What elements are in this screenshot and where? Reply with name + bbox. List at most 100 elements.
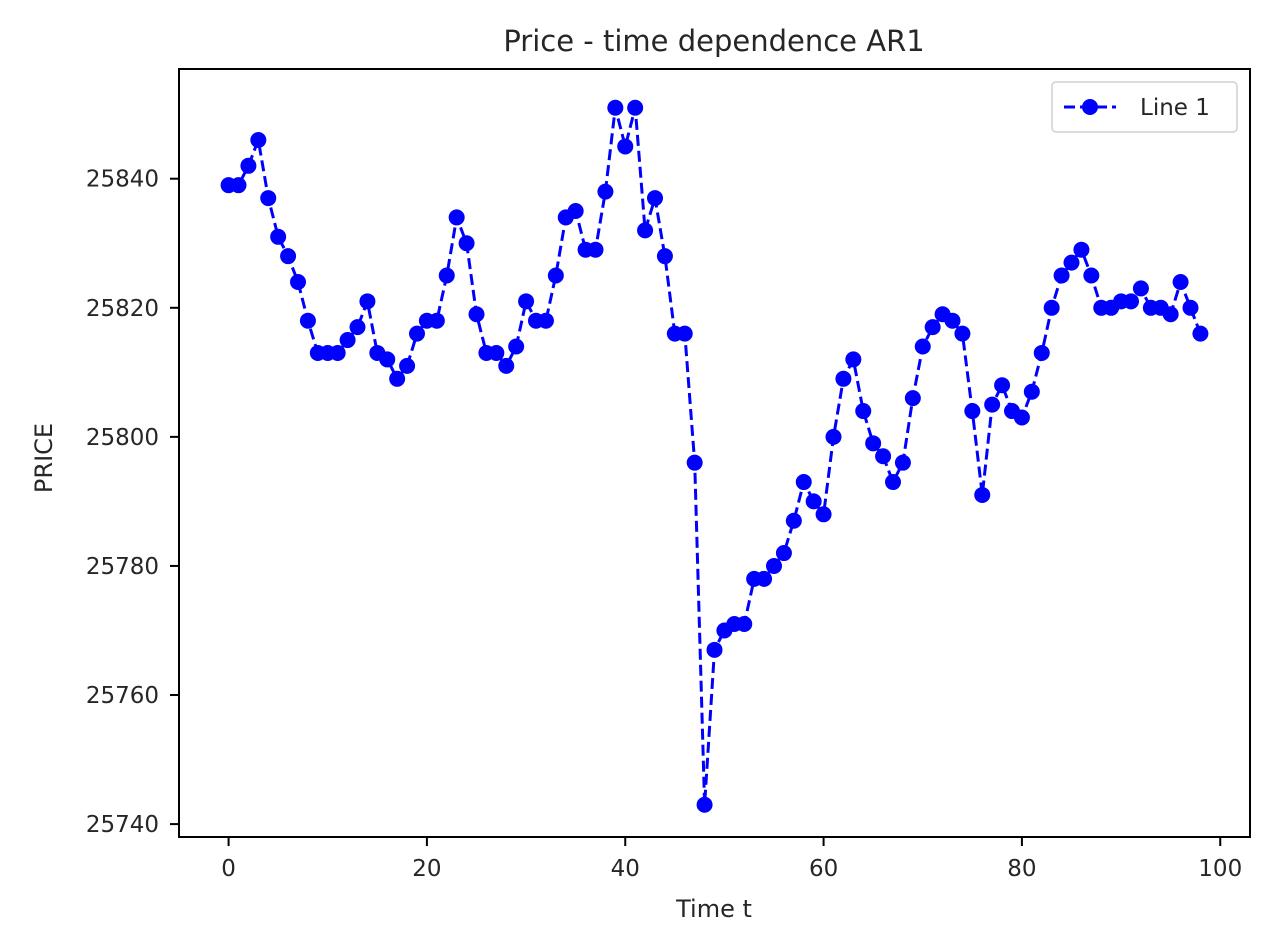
data-point [1073, 241, 1090, 258]
data-point [329, 344, 346, 361]
data-point [795, 474, 812, 491]
y-tick-label: 25800 [86, 425, 159, 451]
legend-label: Line 1 [1140, 95, 1210, 121]
y-axis-label: PRICE [30, 423, 58, 493]
data-point [954, 325, 971, 342]
data-point [686, 454, 703, 471]
legend-marker [1082, 99, 1098, 115]
legend-box [1051, 81, 1238, 133]
y-tick-label: 25820 [86, 296, 159, 322]
x-tick-label: 40 [611, 856, 640, 882]
chart-title: Price - time dependence AR1 [503, 24, 924, 58]
data-point [1013, 409, 1030, 426]
data-point [1033, 344, 1050, 361]
y-tick-label: 25740 [86, 812, 159, 838]
data-point [498, 357, 515, 374]
data-point [280, 248, 297, 265]
data-point [656, 248, 673, 265]
data-point [508, 338, 525, 355]
data-point [676, 325, 693, 342]
data-point [1172, 273, 1189, 290]
data-point [914, 338, 931, 355]
data-point [468, 306, 485, 323]
data-point [389, 370, 406, 387]
x-tick-label: 20 [412, 856, 441, 882]
y-tick-label: 25760 [86, 683, 159, 709]
data-point [1192, 325, 1209, 342]
data-point [428, 312, 445, 329]
data-point [894, 454, 911, 471]
data-point [756, 570, 773, 587]
data-point [567, 202, 584, 219]
data-point [974, 486, 991, 503]
data-point [240, 157, 257, 174]
data-point [944, 312, 961, 329]
data-point [637, 222, 654, 239]
data-point [1123, 293, 1139, 310]
data-point [1132, 280, 1149, 297]
data-point [1162, 306, 1179, 323]
data-point [1053, 267, 1070, 284]
x-tick-label: 80 [1007, 856, 1036, 882]
data-point [1043, 299, 1060, 316]
data-point [250, 131, 267, 148]
data-point [537, 312, 554, 329]
data-point [349, 319, 366, 336]
y-tick-label: 25840 [86, 167, 159, 193]
data-point [964, 403, 981, 420]
data-point [706, 641, 723, 658]
data-point [885, 474, 901, 491]
data-point [438, 267, 455, 284]
y-tick-label: 25780 [86, 554, 159, 580]
data-point [984, 396, 1001, 413]
data-point [994, 377, 1011, 394]
data-point [835, 370, 852, 387]
x-tick-label: 0 [221, 856, 236, 882]
data-point [696, 796, 713, 813]
data-point [399, 357, 416, 374]
data-point [617, 138, 634, 155]
data-point [547, 267, 564, 284]
series-line [228, 107, 1202, 805]
data-point [647, 190, 663, 207]
data-point [924, 319, 941, 336]
x-axis-ticks: 0 20 40 60 80 100 [221, 837, 1242, 882]
data-point [865, 435, 882, 452]
data-point [815, 506, 832, 523]
data-point [230, 177, 247, 194]
data-point [825, 428, 842, 445]
data-point [379, 351, 396, 368]
data-point [1023, 383, 1040, 400]
legend: Line 1 [1051, 81, 1238, 133]
axes-frame [178, 68, 1251, 838]
data-point [290, 273, 306, 290]
data-point [518, 293, 535, 310]
data-point [448, 209, 465, 226]
data-point [1182, 299, 1199, 316]
data-point [587, 241, 604, 258]
data-point [359, 293, 376, 310]
data-point [766, 557, 782, 574]
data-point [299, 312, 316, 329]
data-point [488, 344, 505, 361]
data-point [627, 99, 644, 116]
data-point [805, 493, 822, 510]
data-point [597, 183, 614, 200]
data-point [785, 512, 802, 529]
data-point [260, 190, 277, 207]
data-point [339, 332, 356, 349]
data-point [270, 228, 287, 245]
data-point [736, 616, 753, 633]
data-point [458, 235, 475, 252]
data-point [1083, 267, 1100, 284]
data-point [904, 390, 921, 407]
x-axis-label: Time t [675, 895, 752, 923]
data-point [845, 351, 862, 368]
data-point [775, 545, 792, 562]
data-point [855, 403, 872, 420]
data-point [409, 325, 425, 342]
y-axis-ticks: 25740 25760 25780 25800 25820 25840 [86, 167, 179, 838]
x-tick-label: 100 [1198, 856, 1242, 882]
